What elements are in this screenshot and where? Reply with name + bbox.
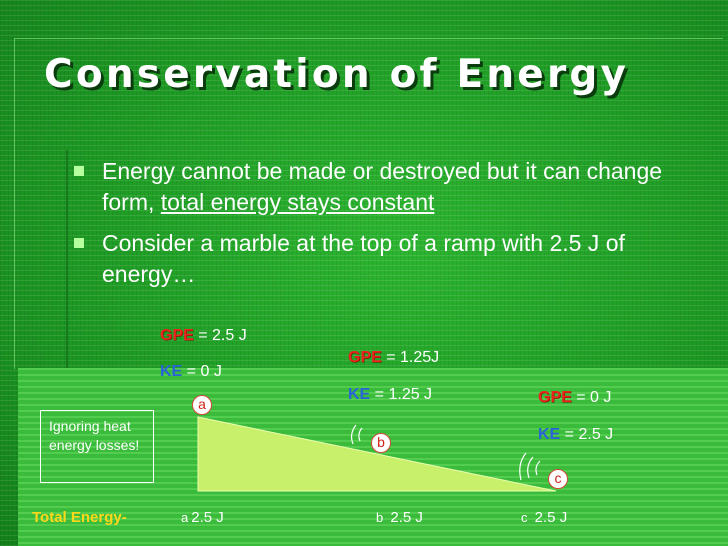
- total-energy-b: b 2.5 J: [376, 509, 423, 526]
- point-a-gpe: GPE = 2.5 J: [160, 327, 247, 344]
- marble-marker-c: c: [548, 469, 568, 489]
- square-bullet-icon: [74, 166, 84, 176]
- point-b-ke: KE = 1.25 J: [348, 386, 433, 403]
- bullet-emphasis: total energy stays constant: [160, 189, 435, 215]
- total-energy-c: c 2.5 J: [521, 509, 568, 526]
- marble-marker-a: a: [192, 395, 212, 415]
- point-b-gpe: GPE = 1.25J: [348, 349, 440, 366]
- decorative-frame: [14, 38, 723, 369]
- slide-title: Conservation of Energy: [44, 52, 630, 97]
- total-energy-label: Total Energy-: [32, 509, 127, 526]
- ramp-triangle: [197, 416, 557, 492]
- marble-marker-b: b: [371, 433, 391, 453]
- bullet-list: Energy cannot be made or destroyed but i…: [72, 156, 702, 300]
- bullet-text: Consider a marble at the top of a ramp w…: [102, 230, 625, 287]
- bullet-item: Consider a marble at the top of a ramp w…: [72, 228, 702, 290]
- total-energy-a: a 2.5 J: [181, 509, 224, 526]
- point-c-gpe: GPE = 0 J: [538, 389, 612, 406]
- bullet-item: Energy cannot be made or destroyed but i…: [72, 156, 702, 218]
- motion-lines-c-icon: [519, 452, 541, 481]
- motion-lines-b-icon: [350, 424, 363, 445]
- square-bullet-icon: [74, 238, 84, 248]
- point-a-ke: KE = 0 J: [160, 363, 222, 380]
- decorative-divider: [66, 150, 68, 370]
- bullet-text: Energy cannot be made or destroyed but i…: [102, 158, 663, 215]
- heat-loss-note: Ignoring heat energy losses!: [40, 410, 154, 483]
- point-c-ke: KE = 2.5 J: [538, 426, 614, 443]
